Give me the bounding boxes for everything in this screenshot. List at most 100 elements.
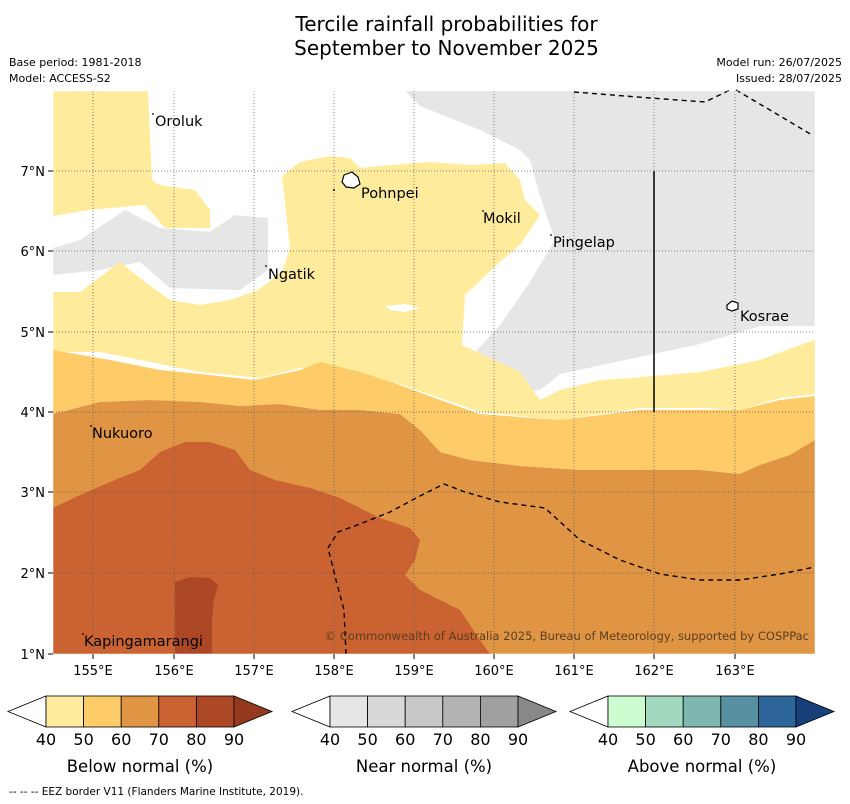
below-50-region xyxy=(53,91,210,228)
eez-footnote: -- -- -- EEZ border V11 (Flanders Marine… xyxy=(9,786,304,798)
near-normal-50-region xyxy=(405,91,815,392)
label-mokil: Mokil xyxy=(483,211,521,227)
lon-tick-label: 161°E xyxy=(554,664,594,679)
colorbar-tick-label: 70 xyxy=(149,730,169,749)
latitude-labels: 7°N 6°N 5°N 4°N 3°N 2°N 1°N xyxy=(21,165,46,663)
colorbar-segment xyxy=(195,695,235,728)
label-pohnpei: Pohnpei xyxy=(361,186,419,202)
map-title: Tercile rainfall probabilities for Septe… xyxy=(0,12,850,60)
colorbar-segment xyxy=(607,695,646,728)
colorbar-segment xyxy=(158,695,197,728)
title-line-1: Tercile rainfall probabilities for xyxy=(295,12,598,36)
no-dominant-notch xyxy=(385,304,420,312)
island-dots xyxy=(82,113,552,635)
graticule xyxy=(53,91,815,654)
model-info: Base period: 1981-2018 Model: ACCESS-S2 xyxy=(9,55,141,87)
lat-tick-label: 2°N xyxy=(21,567,46,582)
colorbar-tick-label: 50 xyxy=(635,730,655,749)
colorbar-tick-label: 60 xyxy=(673,730,693,749)
lat-tick-label: 5°N xyxy=(21,326,46,341)
colorbar-tick-label: 40 xyxy=(598,730,618,749)
below-50-north-region xyxy=(53,156,815,420)
colorbar-tick-label: 50 xyxy=(357,730,377,749)
lon-tick-label: 162°E xyxy=(634,664,674,679)
pohnpei-island xyxy=(341,171,361,189)
lon-tick-label: 155°E xyxy=(73,664,113,679)
model-run-date: Model run: 26/07/2025 xyxy=(716,56,842,69)
label-kapingamarangi: Kapingamarangi xyxy=(84,634,203,650)
colorbar-near-normal: 40 50 60 70 80 90 Near normal (%) xyxy=(290,695,558,776)
model-name: Model: ACCESS-S2 xyxy=(9,72,111,85)
colorbar-segment xyxy=(479,695,519,728)
colorbar-segment xyxy=(367,695,406,728)
lon-tick-label: 159°E xyxy=(394,664,434,679)
kosrae-island xyxy=(726,300,739,312)
issued-date: Issued: 28/07/2025 xyxy=(735,72,842,85)
lat-tick-label: 1°N xyxy=(21,648,46,663)
label-kosrae: Kosrae xyxy=(740,309,789,325)
below-90-region xyxy=(175,577,218,654)
colorbar-segment xyxy=(404,695,444,728)
colorbar-segment xyxy=(758,695,797,728)
colorbar-tick-label: 60 xyxy=(111,730,131,749)
colorbar-segment xyxy=(720,695,759,728)
colorbar-extend-high xyxy=(233,695,274,728)
below-70-ne-patch xyxy=(720,440,815,524)
near-normal-west-region xyxy=(53,210,268,290)
colorbar-tick-label: 80 xyxy=(748,730,768,749)
copyright-notice: © Commonwealth of Australia 2025, Bureau… xyxy=(325,629,809,643)
probability-field xyxy=(53,91,815,654)
colorbar-title: Near normal (%) xyxy=(356,757,492,776)
colorbar-tick-label: 90 xyxy=(786,730,806,749)
below-60-region xyxy=(53,350,815,480)
eez-border-lines xyxy=(327,89,816,655)
label-pingelap: Pingelap xyxy=(553,235,615,251)
lon-tick-label: 160°E xyxy=(474,664,514,679)
colorbar-extend-low xyxy=(568,695,609,728)
label-nukuoro: Nukuoro xyxy=(92,426,153,442)
colorbar-tick-label: 40 xyxy=(320,730,340,749)
lat-tick-label: 4°N xyxy=(21,406,46,421)
colorbar-segment xyxy=(682,695,722,728)
below-80-region xyxy=(53,442,490,654)
lat-tick-label: 3°N xyxy=(21,486,46,501)
colorbar-segment xyxy=(329,695,368,728)
label-ngatik: Ngatik xyxy=(268,267,316,283)
colorbar-extend-high xyxy=(795,695,836,728)
island-outlines xyxy=(341,171,739,312)
colorbar-tick-label: 40 xyxy=(36,730,56,749)
colorbar-below-normal: 40 50 60 70 80 90 Below normal (%) xyxy=(6,695,274,776)
axis-ticks xyxy=(48,170,736,659)
title-line-2: September to November 2025 xyxy=(294,36,599,60)
base-period: Base period: 1981-2018 xyxy=(9,56,142,69)
colorbar-above-normal: 40 50 60 70 80 90 Above normal (%) xyxy=(568,695,836,776)
run-info: Model run: 26/07/2025 Issued: 28/07/2025 xyxy=(716,55,842,87)
colorbar-segment xyxy=(442,695,481,728)
colorbar-title: Above normal (%) xyxy=(628,757,777,776)
colorbar-tick-label: 90 xyxy=(224,730,244,749)
colorbar-segment xyxy=(83,695,122,728)
colorbar-tick-label: 50 xyxy=(73,730,93,749)
lon-tick-label: 163°E xyxy=(715,664,755,679)
map-frame xyxy=(52,90,816,655)
colorbar-extend-low xyxy=(6,695,47,728)
lon-tick-label: 157°E xyxy=(234,664,274,679)
colorbar-tick-label: 60 xyxy=(395,730,415,749)
lat-tick-label: 7°N xyxy=(21,165,46,180)
lon-tick-label: 158°E xyxy=(314,664,354,679)
colorbar-title: Below normal (%) xyxy=(67,757,214,776)
lat-tick-label: 6°N xyxy=(21,245,46,260)
colorbar-tick-label: 80 xyxy=(186,730,206,749)
colorbar-tick-label: 90 xyxy=(508,730,528,749)
colorbar-segment xyxy=(45,695,84,728)
label-oroluk: Oroluk xyxy=(155,114,203,130)
colorbar-segment xyxy=(645,695,684,728)
colorbar-tick-label: 70 xyxy=(433,730,453,749)
colorbar-segment xyxy=(120,695,160,728)
lon-tick-label: 156°E xyxy=(154,664,194,679)
colorbar-extend-high xyxy=(517,695,558,728)
colorbar-tick-label: 70 xyxy=(711,730,731,749)
colorbar-tick-label: 80 xyxy=(470,730,490,749)
longitude-labels: 155°E 156°E 157°E 158°E 159°E 160°E 161°… xyxy=(73,664,755,679)
